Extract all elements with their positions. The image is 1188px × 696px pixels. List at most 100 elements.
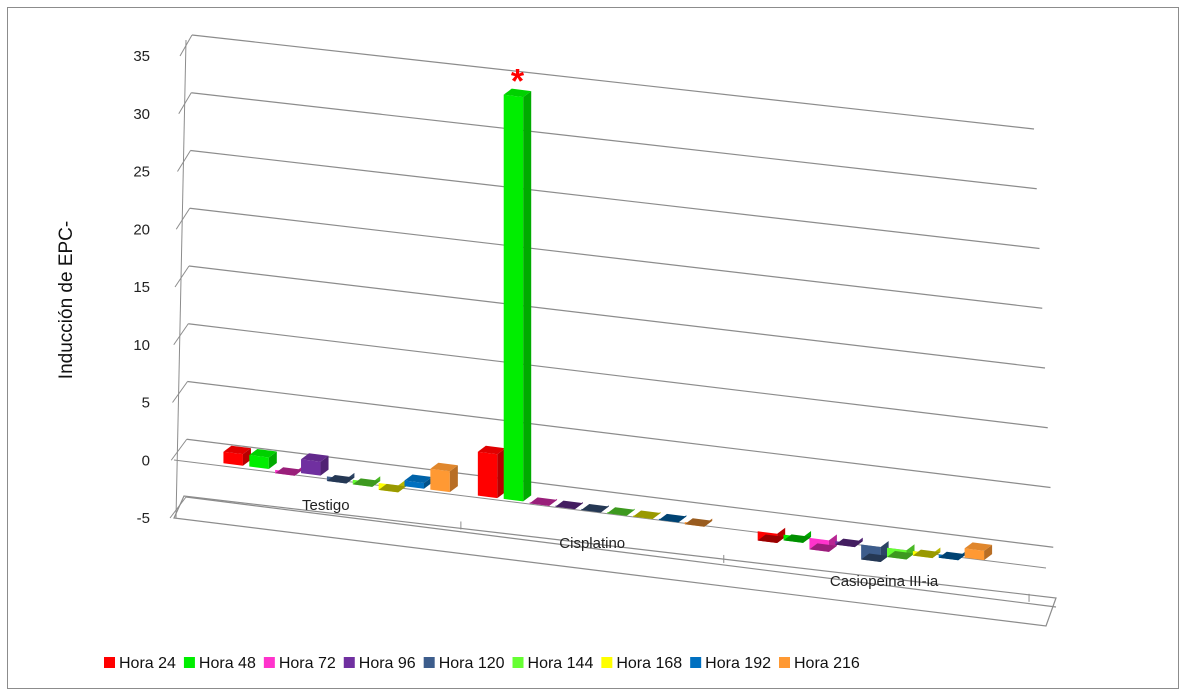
category-labels: Testigo Cisplatino Casiopeina III-ia — [302, 497, 1030, 602]
legend-swatch — [779, 657, 790, 668]
gridline-side — [177, 150, 191, 172]
legend-label: Hora 48 — [199, 655, 256, 672]
bar-hora-192-testigo — [404, 474, 432, 489]
bar-hora-216-casiopeina-iii-ia — [964, 542, 993, 561]
bar-side — [523, 91, 532, 502]
legend-label: Hora 144 — [528, 655, 594, 672]
legend-swatch — [601, 657, 613, 668]
bar-front — [404, 480, 424, 489]
bar-top — [430, 462, 458, 472]
legend-swatch — [690, 657, 702, 668]
legend: Hora 24 Hora 48 Hora 72 Hora 96 Hora 120 Hora… — [104, 655, 860, 672]
bar-top — [783, 534, 812, 543]
y-tick-label: -5 — [137, 510, 150, 527]
bar-top — [835, 538, 863, 548]
bar-top — [633, 510, 661, 520]
bar-front — [964, 548, 985, 561]
gridline — [185, 496, 1057, 608]
gridline — [188, 323, 1048, 429]
legend-label: Hora 120 — [439, 655, 505, 672]
gridlines — [169, 34, 1057, 608]
bar-side — [268, 451, 277, 470]
bar-top — [555, 500, 583, 510]
bar-hora-144-casiopeina-iii-ia — [887, 544, 915, 560]
floor-outline — [173, 495, 1057, 627]
bar-side — [984, 544, 993, 561]
bar-top — [684, 518, 713, 527]
bar-front — [223, 451, 243, 466]
bar-top — [964, 542, 993, 551]
y-tick-label: 0 — [142, 452, 150, 469]
bar-hora-72-cisplatino — [529, 497, 558, 506]
bar-top — [938, 551, 967, 561]
legend-swatch — [183, 657, 195, 668]
bar-hora-72-testigo — [275, 466, 303, 476]
bar-side — [320, 455, 329, 476]
gridline — [190, 149, 1040, 250]
bar-hora-24-casiopeina-iii-ia — [757, 527, 786, 544]
bar-top — [658, 513, 687, 523]
category-label: Casiopeina III-ia — [830, 573, 939, 590]
significance-asterisk: * — [511, 63, 525, 101]
legend-swatch — [423, 657, 435, 668]
bar-top — [581, 503, 609, 513]
legend-label: Hora 168 — [616, 655, 682, 672]
legend-label: Hora 216 — [794, 655, 860, 672]
gridline-side — [175, 207, 191, 230]
bar-top — [223, 445, 251, 455]
bar-top — [301, 453, 329, 462]
bar-side — [423, 477, 432, 489]
bar-hora-96-testigo — [301, 453, 329, 476]
bar-hora-96-casiopeina-iii-ia — [835, 537, 863, 548]
chart-frame — [7, 7, 1179, 689]
legend-label: Hora 24 — [119, 655, 176, 672]
gridline-side — [170, 438, 188, 461]
bar-hora-48-testigo — [249, 448, 277, 470]
gridline-side — [169, 496, 187, 519]
bar-hora-120-testigo — [326, 472, 355, 484]
bar-top — [529, 497, 558, 506]
bar-top — [861, 553, 889, 562]
bar-top — [352, 478, 381, 487]
y-tick-label: 25 — [133, 164, 150, 181]
bar-top — [607, 507, 635, 516]
bar-hora-48-cisplatino — [503, 88, 532, 502]
category-label: Testigo — [302, 497, 350, 514]
gridline — [188, 265, 1046, 369]
gridline — [191, 92, 1037, 190]
y-axis-ticks: -5 0 5 10 15 20 25 30 35 — [133, 48, 150, 527]
y-tick-label: 15 — [133, 279, 150, 296]
bar-top — [249, 448, 277, 458]
bar-hora-216-testigo — [430, 462, 458, 493]
gridline — [189, 207, 1043, 309]
bar-top — [326, 475, 355, 484]
bar-front — [477, 451, 498, 499]
bar-top — [809, 543, 837, 552]
gridline — [187, 380, 1051, 489]
gridline-side — [173, 323, 189, 346]
legend-swatch — [263, 657, 275, 668]
bar-hora-192-cisplatino — [658, 513, 687, 523]
bar-hora-24-cisplatino — [477, 445, 506, 499]
legend-swatch — [343, 657, 355, 668]
category-label: Cisplatino — [559, 535, 625, 552]
bar-side — [497, 448, 506, 499]
bar-hora-168-casiopeina-iii-ia — [912, 547, 941, 559]
y-tick-label: 5 — [142, 395, 150, 412]
bar-hora-120-cisplatino — [581, 503, 609, 513]
bar-hora-144-testigo — [352, 476, 381, 487]
legend-swatch — [104, 657, 115, 668]
y-axis-line — [175, 39, 187, 519]
bar-top — [912, 549, 941, 559]
bar-hora-168-testigo — [378, 479, 407, 493]
bar-front — [301, 459, 321, 476]
gridline-side — [172, 381, 188, 403]
bar-side — [449, 465, 458, 493]
bar-top — [275, 467, 303, 476]
bar-hora-48-casiopeina-iii-ia — [783, 531, 812, 543]
y-tick-label: 35 — [133, 48, 150, 65]
bar-top — [887, 550, 915, 560]
legend-label: Hora 192 — [705, 655, 771, 672]
y-tick-label: 30 — [133, 106, 150, 123]
